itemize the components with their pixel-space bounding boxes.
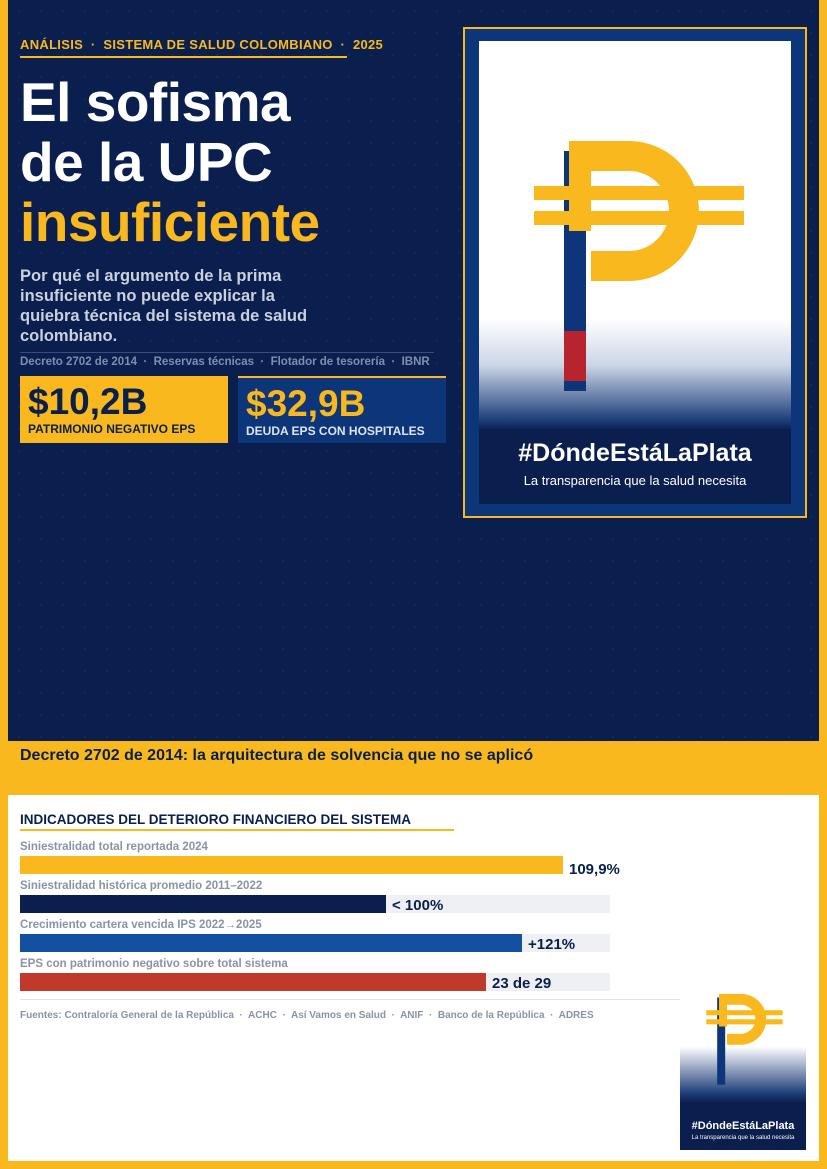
sources: Fuentes: Contraloría General de la Repúb…: [20, 1010, 594, 1021]
indicator-label: Siniestralidad histórica promedio 2011–2…: [20, 880, 263, 892]
indicator-row: Crecimiento cartera vencida IPS 2022→202…: [20, 919, 620, 953]
peso-sign-icon: [534, 141, 744, 391]
bar-track: 109,9%: [20, 856, 620, 878]
indicator-label: Siniestralidad total reportada 2024: [20, 841, 208, 853]
indicator-row: Siniestralidad histórica promedio 2011–2…: [20, 880, 620, 914]
bar-fill: [20, 934, 522, 952]
kicker: ANÁLISIS · SISTEMA DE SALUD COLOMBIANO ·…: [20, 37, 384, 52]
indicator-row: Siniestralidad total reportada 2024 109,…: [20, 841, 620, 878]
stat-value: $32,9B: [246, 383, 366, 424]
subtitle: Por qué el argumento de la prima insufic…: [20, 267, 308, 345]
mini-poster-hashtag: #DóndeEstáLaPlata: [691, 1120, 795, 1132]
stat-card-patrimonio: $10,2B PATRIMONIO NEGATIVO EPS: [20, 376, 228, 443]
title-highlight: insuficiente: [20, 191, 320, 253]
campaign-poster: #DóndeEstáLaPlata La transparencia que l…: [463, 27, 807, 518]
bar-fill: [20, 856, 563, 874]
divider: [20, 999, 680, 1000]
stat-value: $10,2B: [28, 381, 148, 422]
indicator-value: +121%: [528, 936, 576, 953]
section-heading: Decreto 2702 de 2014: la arquitectura de…: [20, 747, 534, 764]
title-underline: [20, 829, 454, 831]
stat-label: DEUDA EPS CON HOSPITALES: [246, 424, 425, 438]
indicators-title: INDICADORES DEL DETERIORO FINANCIERO DEL…: [20, 812, 412, 827]
indicator-label: Crecimiento cartera vencida IPS 2022→202…: [20, 919, 262, 931]
indicator-row: EPS con patrimonio negativo sobre total …: [20, 958, 620, 992]
poster-hashtag: #DóndeEstáLaPlata: [518, 439, 752, 467]
bar-fill: [20, 973, 486, 991]
peso-sign-icon: [706, 993, 783, 1085]
bar-track: +121%: [20, 934, 610, 953]
title-line: de la UPC: [20, 131, 273, 193]
bar-track: < 100%: [20, 895, 610, 914]
mini-poster: #DóndeEstáLaPlata La transparencia que l…: [680, 962, 806, 1150]
divider: [20, 352, 434, 353]
indicator-value: 23 de 29: [492, 975, 552, 992]
indicator-value: < 100%: [392, 897, 444, 914]
bar-fill: [20, 895, 386, 913]
stat-card-deuda: $32,9B DEUDA EPS CON HOSPITALES: [238, 376, 446, 443]
poster-image: #DóndeEstáLaPlata La transparencia que l…: [479, 41, 791, 504]
bar-track: 23 de 29: [20, 973, 610, 992]
indicators-panel: INDICADORES DEL DETERIORO FINANCIERO DEL…: [8, 795, 819, 1161]
stat-label: PATRIMONIO NEGATIVO EPS: [28, 422, 196, 436]
kicker-underline: [20, 56, 347, 58]
indicator-label: EPS con patrimonio negativo sobre total …: [20, 958, 288, 970]
hero-section: ANÁLISIS · SISTEMA DE SALUD COLOMBIANO ·…: [8, 0, 819, 741]
poster-tagline: La transparencia que la salud necesita: [523, 473, 747, 488]
page-title: El sofisma de la UPC insuficiente: [20, 72, 320, 252]
mini-poster-tagline: La transparencia que la salud necesita: [691, 1135, 795, 1141]
title-line: El sofisma: [20, 71, 291, 133]
topic-tags: Decreto 2702 de 2014 · Reservas técnicas…: [20, 356, 430, 368]
indicator-value: 109,9%: [569, 861, 620, 878]
